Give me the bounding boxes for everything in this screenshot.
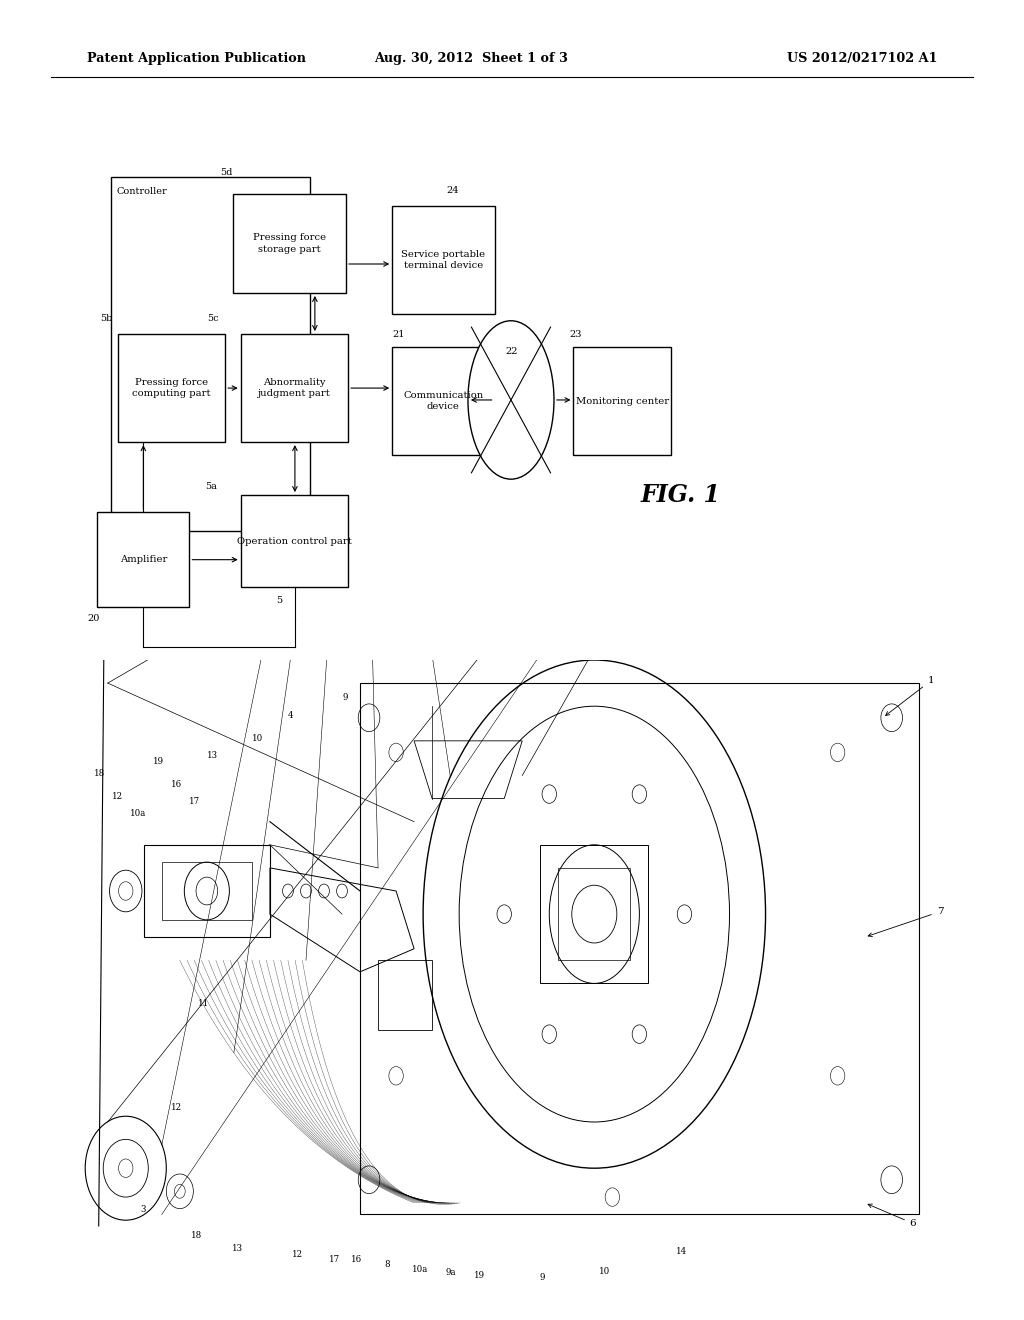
Text: 17: 17 xyxy=(330,1255,340,1265)
Text: Patent Application Publication: Patent Application Publication xyxy=(87,51,306,65)
Text: 10a: 10a xyxy=(412,1266,428,1275)
Bar xyxy=(392,347,495,455)
Bar xyxy=(97,512,189,607)
Text: 5: 5 xyxy=(276,595,283,605)
Text: 16: 16 xyxy=(171,780,182,789)
Text: Pressing force
storage part: Pressing force storage part xyxy=(253,234,327,253)
Text: 6: 6 xyxy=(868,1204,916,1228)
Text: Operation control part: Operation control part xyxy=(237,537,352,545)
Text: 21: 21 xyxy=(392,330,404,339)
Text: Aug. 30, 2012  Sheet 1 of 3: Aug. 30, 2012 Sheet 1 of 3 xyxy=(374,51,568,65)
Text: 20: 20 xyxy=(87,614,99,623)
Text: Abnormality
judgment part: Abnormality judgment part xyxy=(258,378,331,399)
Text: Service portable
terminal device: Service portable terminal device xyxy=(401,249,485,271)
Text: 5a: 5a xyxy=(205,482,217,491)
Text: 10: 10 xyxy=(252,734,263,743)
Text: 5b: 5b xyxy=(100,314,113,323)
Bar xyxy=(573,347,671,455)
Text: 18: 18 xyxy=(94,768,105,777)
Text: 9a: 9a xyxy=(445,1269,456,1278)
Text: Communication
device: Communication device xyxy=(403,391,483,412)
Text: Monitoring center: Monitoring center xyxy=(575,397,669,405)
Text: 11: 11 xyxy=(198,999,209,1008)
Text: 13: 13 xyxy=(232,1245,243,1254)
Text: 24: 24 xyxy=(446,186,459,195)
Text: 7: 7 xyxy=(868,907,943,937)
Bar xyxy=(111,177,310,531)
Text: 17: 17 xyxy=(188,797,200,807)
Text: 19: 19 xyxy=(153,756,164,766)
Text: FIG. 1: FIG. 1 xyxy=(641,483,721,507)
Text: 3: 3 xyxy=(140,1205,146,1214)
Ellipse shape xyxy=(468,321,554,479)
Text: 16: 16 xyxy=(351,1255,361,1265)
Text: 9: 9 xyxy=(342,693,347,702)
Bar xyxy=(241,334,348,442)
Text: 13: 13 xyxy=(207,751,218,760)
Text: Controller: Controller xyxy=(117,187,168,197)
Text: 23: 23 xyxy=(569,330,582,339)
Text: US 2012/0217102 A1: US 2012/0217102 A1 xyxy=(786,51,937,65)
Text: 1: 1 xyxy=(886,676,934,715)
Text: 18: 18 xyxy=(191,1232,202,1241)
Bar xyxy=(118,334,225,442)
Text: 12: 12 xyxy=(171,1104,182,1113)
Text: 10: 10 xyxy=(599,1267,609,1276)
Text: 8: 8 xyxy=(384,1261,390,1270)
Bar xyxy=(241,495,348,587)
Text: 4: 4 xyxy=(288,710,294,719)
Text: Amplifier: Amplifier xyxy=(120,556,167,564)
Text: 22: 22 xyxy=(506,347,518,356)
Text: 12: 12 xyxy=(292,1250,302,1259)
Text: Pressing force
computing part: Pressing force computing part xyxy=(132,378,211,399)
Text: 9: 9 xyxy=(540,1274,546,1283)
Text: 14: 14 xyxy=(676,1247,686,1257)
Text: 5c: 5c xyxy=(207,314,218,323)
Text: 5d: 5d xyxy=(220,168,232,177)
Bar xyxy=(233,194,346,293)
Text: 19: 19 xyxy=(474,1271,484,1280)
Text: 10a: 10a xyxy=(130,809,146,818)
Bar xyxy=(392,206,495,314)
Text: 12: 12 xyxy=(113,792,123,801)
